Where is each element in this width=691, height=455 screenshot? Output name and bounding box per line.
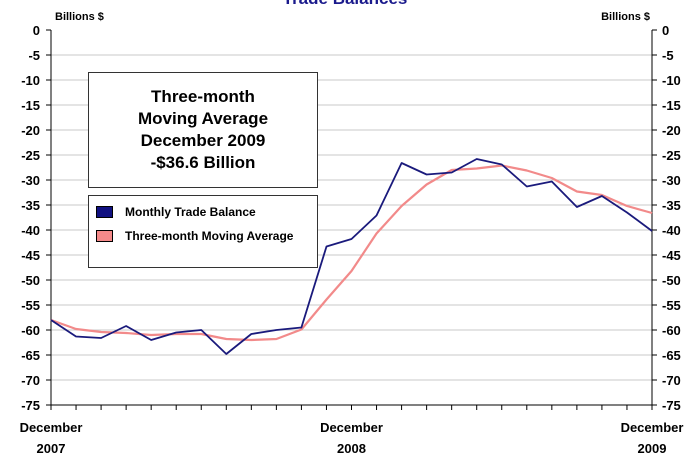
y-tick-label-left: -15: [21, 98, 40, 113]
y-tick-label-right: -45: [662, 248, 681, 263]
x-tick-label: December: [621, 420, 684, 435]
y-tick-label-right: -60: [662, 323, 681, 338]
y-axis-left: 0 -5 -10 -15 -20 -25 -30 -35 -40 -45 -50 -55 -60 -65 -…: [21, 23, 40, 413]
y-tick-label-right: -10: [662, 73, 681, 88]
y-tick-label-right: -20: [662, 123, 681, 138]
right-unit-label: Billions $: [601, 11, 650, 23]
legend-label-monthly: Monthly Trade Balance: [125, 205, 256, 219]
series-layer: [50, 158, 653, 355]
axis-layer: [46, 29, 657, 410]
legend-label-moving-average: Three-month Moving Average: [125, 229, 294, 243]
legend-swatch-moving-average: [96, 230, 113, 242]
x-tick-label-year: 2008: [337, 441, 366, 455]
grid-layer: [51, 54, 652, 406]
y-tick-label-right: -40: [662, 223, 681, 238]
annotation-line: -$36.6 Billion: [150, 153, 256, 172]
y-tick-label-left: -70: [21, 373, 40, 388]
y-tick-label-left: -5: [28, 48, 40, 63]
legend-swatch-monthly: [96, 206, 113, 218]
x-tick-label: December: [20, 420, 83, 435]
y-tick-label-right: 0: [662, 23, 669, 38]
y-tick-label-left: 0: [33, 23, 40, 38]
left-unit-label: Billions $: [55, 11, 104, 23]
legend-item-monthly: Monthly Trade Balance: [96, 205, 305, 219]
chart-title: Trade Balances: [283, 0, 408, 8]
x-tick-label-year: 2007: [37, 441, 66, 455]
annotation-line: Moving Average: [137, 109, 269, 128]
y-axis-right: 0 -5 -10 -15 -20 -25 -30 -35 -40 -45 -50 -55 -60 -65 -…: [662, 23, 681, 413]
x-axis: December 2007 December 2008 December 2009: [20, 420, 684, 455]
legend-item-moving-average: Three-month Moving Average: [96, 229, 305, 243]
y-tick-label-left: -45: [21, 248, 40, 263]
y-tick-label-left: -50: [21, 273, 40, 288]
y-tick-label-right: -35: [662, 198, 681, 213]
y-tick-label-right: -25: [662, 148, 681, 163]
y-tick-label-right: -50: [662, 273, 681, 288]
y-tick-label-right: -15: [662, 98, 681, 113]
y-tick-label-right: -65: [662, 348, 681, 363]
y-tick-label-left: -40: [21, 223, 40, 238]
annotation-line: Three-month: [151, 87, 255, 106]
y-tick-label-left: -30: [21, 173, 40, 188]
x-tick-label: December: [320, 420, 383, 435]
y-tick-label-left: -25: [21, 148, 40, 163]
legend: Monthly Trade Balance Three-month Moving…: [88, 195, 318, 268]
y-tick-label-right: -70: [662, 373, 681, 388]
series-line-monthly-trade-balance: [50, 158, 653, 355]
y-tick-label-left: -35: [21, 198, 40, 213]
y-tick-label-left: -55: [21, 298, 40, 313]
series-line-three-month-moving-average: [50, 164, 653, 342]
y-tick-label-right: -30: [662, 173, 681, 188]
annotation-line: December 2009: [140, 131, 266, 150]
y-tick-label-left: -20: [21, 123, 40, 138]
y-tick-label-left: -65: [21, 348, 40, 363]
moving-average-annotation: Three-month Moving Average December 2009…: [88, 72, 318, 188]
y-tick-label-left: -10: [21, 73, 40, 88]
y-tick-label-right: -75: [662, 398, 681, 413]
y-tick-label-left: -60: [21, 323, 40, 338]
y-tick-label-right: -55: [662, 298, 681, 313]
x-tick-label-year: 2009: [638, 441, 667, 455]
y-tick-label-right: -5: [662, 48, 674, 63]
y-tick-label-left: -75: [21, 398, 40, 413]
